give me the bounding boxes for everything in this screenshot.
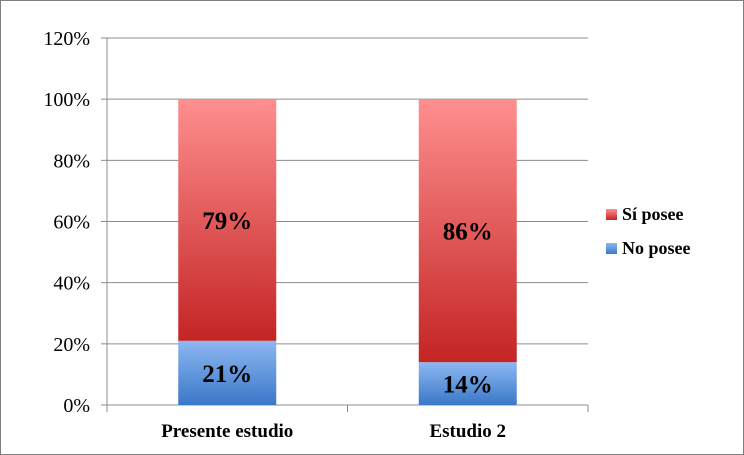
labels: 0% 20% 40% 60% 80% 100% 120% 21% 79% Presente est… <box>43 28 506 442</box>
data-label: 21% <box>202 361 252 388</box>
y-tick-label: 40% <box>53 273 90 295</box>
bar-segment-s-posee <box>178 99 277 341</box>
y-tick-label: 80% <box>53 150 90 172</box>
y-tick-label: 0% <box>63 395 90 417</box>
legend-label: No posee <box>622 238 691 258</box>
x-category-label: Estudio 2 <box>429 421 506 442</box>
y-tick-label: 120% <box>43 28 90 50</box>
y-tick-label: 60% <box>53 212 90 234</box>
legend-label: Sí posee <box>622 204 684 224</box>
bar-segment-s-posee <box>418 99 517 363</box>
bar-segment-no-posee <box>418 362 517 405</box>
data-label: 14% <box>443 372 493 399</box>
data-label: 86% <box>443 219 493 246</box>
data-label: 79% <box>202 208 252 235</box>
x-category-label: Presente estudio <box>161 421 293 442</box>
bar-segment-no-posee <box>178 340 277 405</box>
bars <box>178 99 517 405</box>
y-tick-label: 100% <box>43 89 90 111</box>
y-tick-label: 20% <box>53 334 90 356</box>
legend-swatch <box>606 209 617 220</box>
legend: Sí posee No posee <box>606 204 691 258</box>
legend-swatch <box>606 243 617 254</box>
